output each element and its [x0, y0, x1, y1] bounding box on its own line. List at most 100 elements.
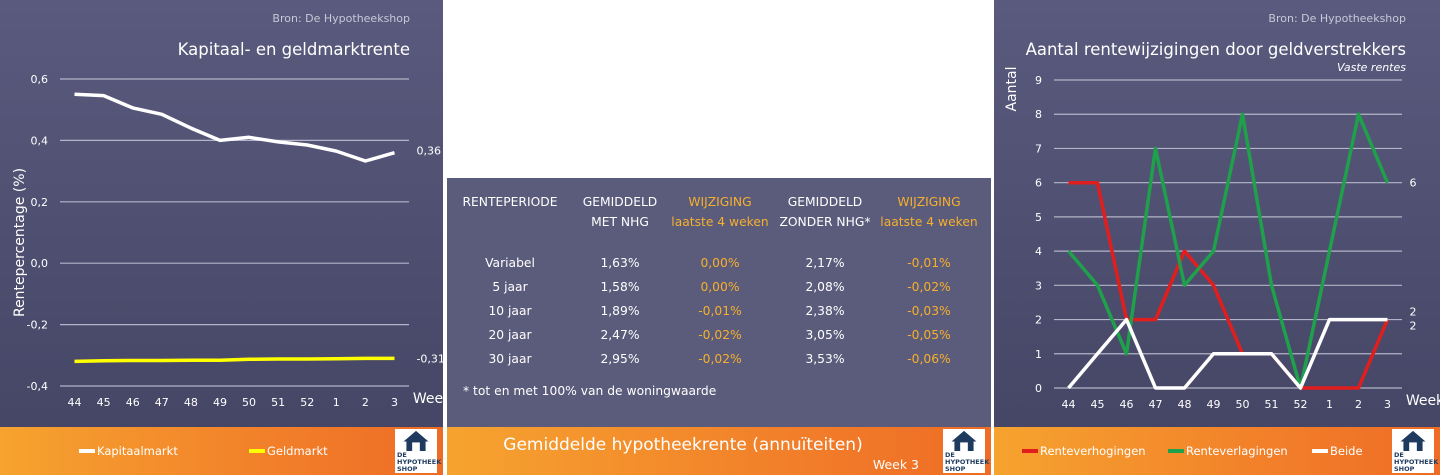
x-tick-label: 44 [68, 396, 82, 409]
x-tick-label: 50 [242, 396, 256, 409]
x-tick-label: 51 [1265, 398, 1279, 411]
x-tick-label: 3 [391, 396, 398, 409]
x-tick-label: 48 [184, 396, 198, 409]
x-tick-label: 47 [155, 396, 169, 409]
x-tick-label: 46 [126, 396, 140, 409]
row-label: 30 jaar [488, 352, 532, 366]
series-line-renteverlagingen [1067, 112, 1390, 390]
legend-label: Renteverlagingen [1186, 444, 1288, 458]
y-tick-label: 0 [1035, 382, 1042, 395]
table-cell: 3,05% [805, 328, 845, 342]
logo-text: DE HYPOTHEEK SHOP [945, 451, 990, 473]
end-value-label: -0,31 [416, 352, 443, 365]
end-value-label: 2 [1410, 320, 1417, 333]
x-tick-label: 49 [1207, 398, 1221, 411]
house-icon [1400, 430, 1426, 452]
legend-label: Geldmarkt [267, 444, 328, 458]
x-tick-label: 45 [97, 396, 111, 409]
y-axis-title: Rentepercentage (%) [12, 168, 28, 317]
table-cell: -0,05% [907, 328, 951, 342]
table-cell: -0,03% [907, 304, 951, 318]
legend-item-geldmarkt: Geldmarkt [249, 427, 328, 475]
table-cell: 2,08% [805, 280, 845, 294]
source-label: Bron: De Hypotheekshop [272, 12, 410, 25]
y-tick-label: 0,4 [31, 134, 49, 147]
x-tick-label: 48 [1178, 398, 1192, 411]
capital-market-chart-panel: Bron: De Hypotheekshop Kapitaal- en geld… [0, 0, 443, 475]
y-tick-label: 4 [1035, 245, 1042, 258]
house-icon [951, 430, 977, 452]
capital-market-line-chart: 0,6 0,4 0,2 0,0 -0,2 -0,4 44 45 46 47 48 49 50 51 52 1 2… [12, 73, 443, 409]
legend-item-beide: Beide [1312, 427, 1363, 475]
x-tick-label: 52 [1294, 398, 1308, 411]
legend-swatch-white [1312, 449, 1328, 453]
table-cell: -0,01% [698, 304, 742, 318]
y-tick-label: 3 [1035, 279, 1042, 292]
chart-title: Aantal rentewijzigingen door geldverstre… [1025, 40, 1406, 59]
row-label: 20 jaar [488, 328, 532, 342]
end-value-label: 0,36 [416, 145, 441, 158]
y-tick-label: 9 [1035, 74, 1042, 87]
legend-item-kapitaalmarkt: Kapitaalmarkt [79, 427, 178, 475]
x-tick-label: 46 [1120, 398, 1134, 411]
table-cell: 3,53% [805, 352, 845, 366]
hypotheekshop-logo: DE HYPOTHEEK SHOP [943, 429, 990, 473]
legend-swatch-red [1022, 449, 1038, 453]
row-label: 5 jaar [492, 280, 528, 294]
row-label: 10 jaar [488, 304, 532, 318]
legend-swatch-green [1168, 449, 1184, 453]
table-title: Gemiddelde hypotheekrente (annuïteiten) [503, 435, 863, 455]
y-tick-label: 5 [1035, 211, 1042, 224]
y-tick-label: 8 [1035, 108, 1042, 121]
x-tick-label: 1 [333, 396, 340, 409]
table-cell: -0,06% [907, 352, 951, 366]
series-line-geldmarkt [74, 356, 395, 364]
row-label: Variabel [485, 256, 535, 270]
logo-text: DE HYPOTHEEK SHOP [1394, 451, 1439, 473]
legend-label: Kapitaalmarkt [97, 444, 178, 458]
x-tick-label: 50 [1236, 398, 1250, 411]
col-header-wijziging-2: WIJZIGING laatste 4 weken [880, 195, 978, 229]
table-cell: 1,63% [600, 256, 640, 270]
chart-title: Kapitaal- en geldmarktrente [177, 40, 410, 59]
series-line-kapitaalmarkt [74, 92, 395, 163]
end-value-label: 6 [1410, 177, 1417, 190]
y-tick-label: 0,2 [31, 196, 49, 209]
y-tick-label: 2 [1035, 314, 1042, 327]
x-tick-label: 49 [213, 396, 227, 409]
y-tick-label: 1 [1035, 348, 1042, 361]
table-cell: 0,00% [700, 256, 740, 270]
table-cell: -0,02% [698, 352, 742, 366]
legend-swatch-white [79, 449, 95, 453]
end-value-label: 2 [1410, 306, 1417, 319]
y-tick-label: 7 [1035, 142, 1042, 155]
table-cell: 2,17% [805, 256, 845, 270]
rate-changes-chart-panel: Bron: De Hypotheekshop Aantal rentewijzi… [994, 0, 1440, 475]
x-axis-title: Week [1406, 393, 1440, 409]
source-label: Bron: De Hypotheekshop [1268, 12, 1406, 25]
legend-label: Beide [1330, 444, 1363, 458]
legend-bar: Renteverhogingen Renteverlagingen Beide … [994, 427, 1440, 475]
y-tick-label: -0,2 [27, 319, 48, 332]
table-cell: 2,38% [805, 304, 845, 318]
hypotheekshop-logo: DE HYPOTHEEK SHOP [395, 429, 442, 473]
x-tick-label: 3 [1384, 398, 1391, 411]
y-tick-label: 6 [1035, 177, 1042, 190]
table-footer: Gemiddelde hypotheekrente (annuïteiten) … [447, 427, 991, 475]
footnote: * tot en met 100% van de woningwaarde [463, 384, 717, 398]
legend-swatch-yellow [249, 449, 265, 453]
table-cell: 2,47% [600, 328, 640, 342]
chart-subtitle: Vaste rentes [1337, 61, 1406, 74]
col-header-gemiddeld-zonder-nhg: GEMIDDELD ZONDER NHG* [779, 195, 871, 229]
table-cell: 0,00% [700, 280, 740, 294]
x-tick-label: 47 [1149, 398, 1163, 411]
x-tick-label: 45 [1091, 398, 1105, 411]
series-line-renteverhogingen [1068, 180, 1390, 390]
x-tick-label: 51 [271, 396, 285, 409]
y-axis-title: Aantal [1004, 67, 1020, 112]
table-cell: -0,01% [907, 256, 951, 270]
x-axis-title: Week [413, 391, 443, 407]
col-header-gemiddeld-met-nhg: GEMIDDELD MET NHG [582, 195, 658, 229]
logo-text: DE HYPOTHEEK SHOP [397, 451, 442, 473]
col-header-renteperiode: RENTEPERIODE [462, 195, 558, 209]
